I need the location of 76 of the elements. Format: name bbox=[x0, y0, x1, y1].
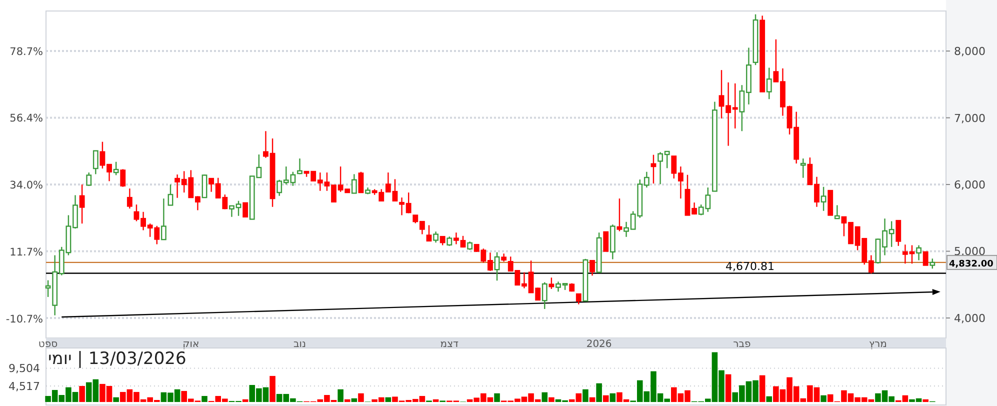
y-tick-label: 7,000 bbox=[954, 112, 986, 125]
bar bbox=[113, 397, 119, 402]
candlestick bbox=[79, 184, 85, 224]
bar bbox=[582, 389, 588, 402]
candlestick bbox=[160, 198, 166, 240]
candlestick bbox=[603, 231, 609, 252]
candlestick bbox=[126, 188, 132, 210]
bar bbox=[351, 398, 358, 402]
bar bbox=[79, 386, 85, 402]
candlestick bbox=[616, 198, 622, 232]
y2-tick-label: -10.7% bbox=[6, 313, 44, 326]
candlestick bbox=[922, 251, 928, 266]
candlestick bbox=[548, 277, 554, 290]
bar bbox=[270, 376, 276, 402]
x-tick-label: מרץ bbox=[869, 339, 887, 350]
y-tick-label: 5,000 bbox=[954, 245, 986, 258]
x-tick-label: נוב bbox=[293, 339, 306, 350]
y-tick-label: 4,517 bbox=[8, 380, 40, 393]
y-tick-label: 6,000 bbox=[954, 178, 986, 192]
candlestick bbox=[542, 282, 548, 310]
bar bbox=[922, 399, 928, 402]
candlestick bbox=[202, 174, 208, 198]
y2-tick-label: 78.7% bbox=[10, 46, 44, 58]
ref-line-label: 4,670.81 bbox=[726, 260, 774, 274]
bar bbox=[344, 399, 350, 402]
candlestick bbox=[766, 67, 772, 100]
bar bbox=[358, 393, 364, 402]
y2-tick-label: 56.4% bbox=[10, 112, 44, 125]
candlestick bbox=[896, 220, 902, 247]
candlestick bbox=[494, 252, 500, 282]
y2-tick-label: 34.0% bbox=[10, 180, 44, 192]
candlestick bbox=[242, 202, 248, 218]
y-tick-label: 4,000 bbox=[954, 312, 986, 325]
candlestick bbox=[650, 154, 656, 184]
x-tick-label: אוק bbox=[182, 339, 200, 350]
candlestick bbox=[820, 186, 826, 212]
annotation: 13/03/2026 | יומי bbox=[48, 349, 186, 369]
candlestick bbox=[930, 258, 936, 270]
bar bbox=[548, 397, 554, 402]
candlestick bbox=[297, 158, 302, 175]
candlestick bbox=[168, 184, 174, 206]
bar bbox=[338, 389, 344, 402]
candlestick bbox=[800, 158, 806, 178]
candlestick bbox=[433, 230, 439, 244]
bar bbox=[820, 395, 826, 402]
bar bbox=[494, 393, 500, 402]
candlestick bbox=[446, 236, 452, 247]
candlestick bbox=[590, 260, 595, 276]
bar bbox=[542, 392, 548, 402]
y2-tick-label: 11.7% bbox=[10, 246, 44, 258]
bar bbox=[589, 397, 596, 402]
x-tick-label: פבר bbox=[733, 339, 751, 350]
candlestick bbox=[358, 171, 364, 194]
bar bbox=[610, 393, 616, 402]
y-tick-label: 8,000 bbox=[954, 45, 986, 58]
candlestick bbox=[834, 204, 840, 220]
bar bbox=[596, 383, 602, 402]
bar bbox=[725, 374, 732, 402]
candlestick bbox=[92, 150, 98, 175]
candlestick bbox=[576, 293, 582, 305]
bar bbox=[602, 395, 609, 402]
candlestick bbox=[113, 161, 119, 176]
x-tick-label: ספט bbox=[38, 339, 58, 350]
bar bbox=[766, 396, 772, 402]
bar bbox=[202, 396, 208, 402]
y-tick-label: 9,504 bbox=[8, 362, 40, 376]
x-tick-label: 2026 bbox=[586, 339, 612, 350]
bar bbox=[759, 375, 766, 402]
bar bbox=[385, 397, 392, 402]
ref-line-label: 4,832.00 bbox=[949, 259, 994, 270]
candlestick bbox=[426, 224, 432, 242]
candlestick bbox=[916, 244, 922, 261]
candlestick bbox=[120, 168, 126, 188]
x-tick-label: דצמ bbox=[440, 339, 460, 350]
candlestick bbox=[351, 174, 357, 194]
candlestick bbox=[86, 172, 92, 186]
